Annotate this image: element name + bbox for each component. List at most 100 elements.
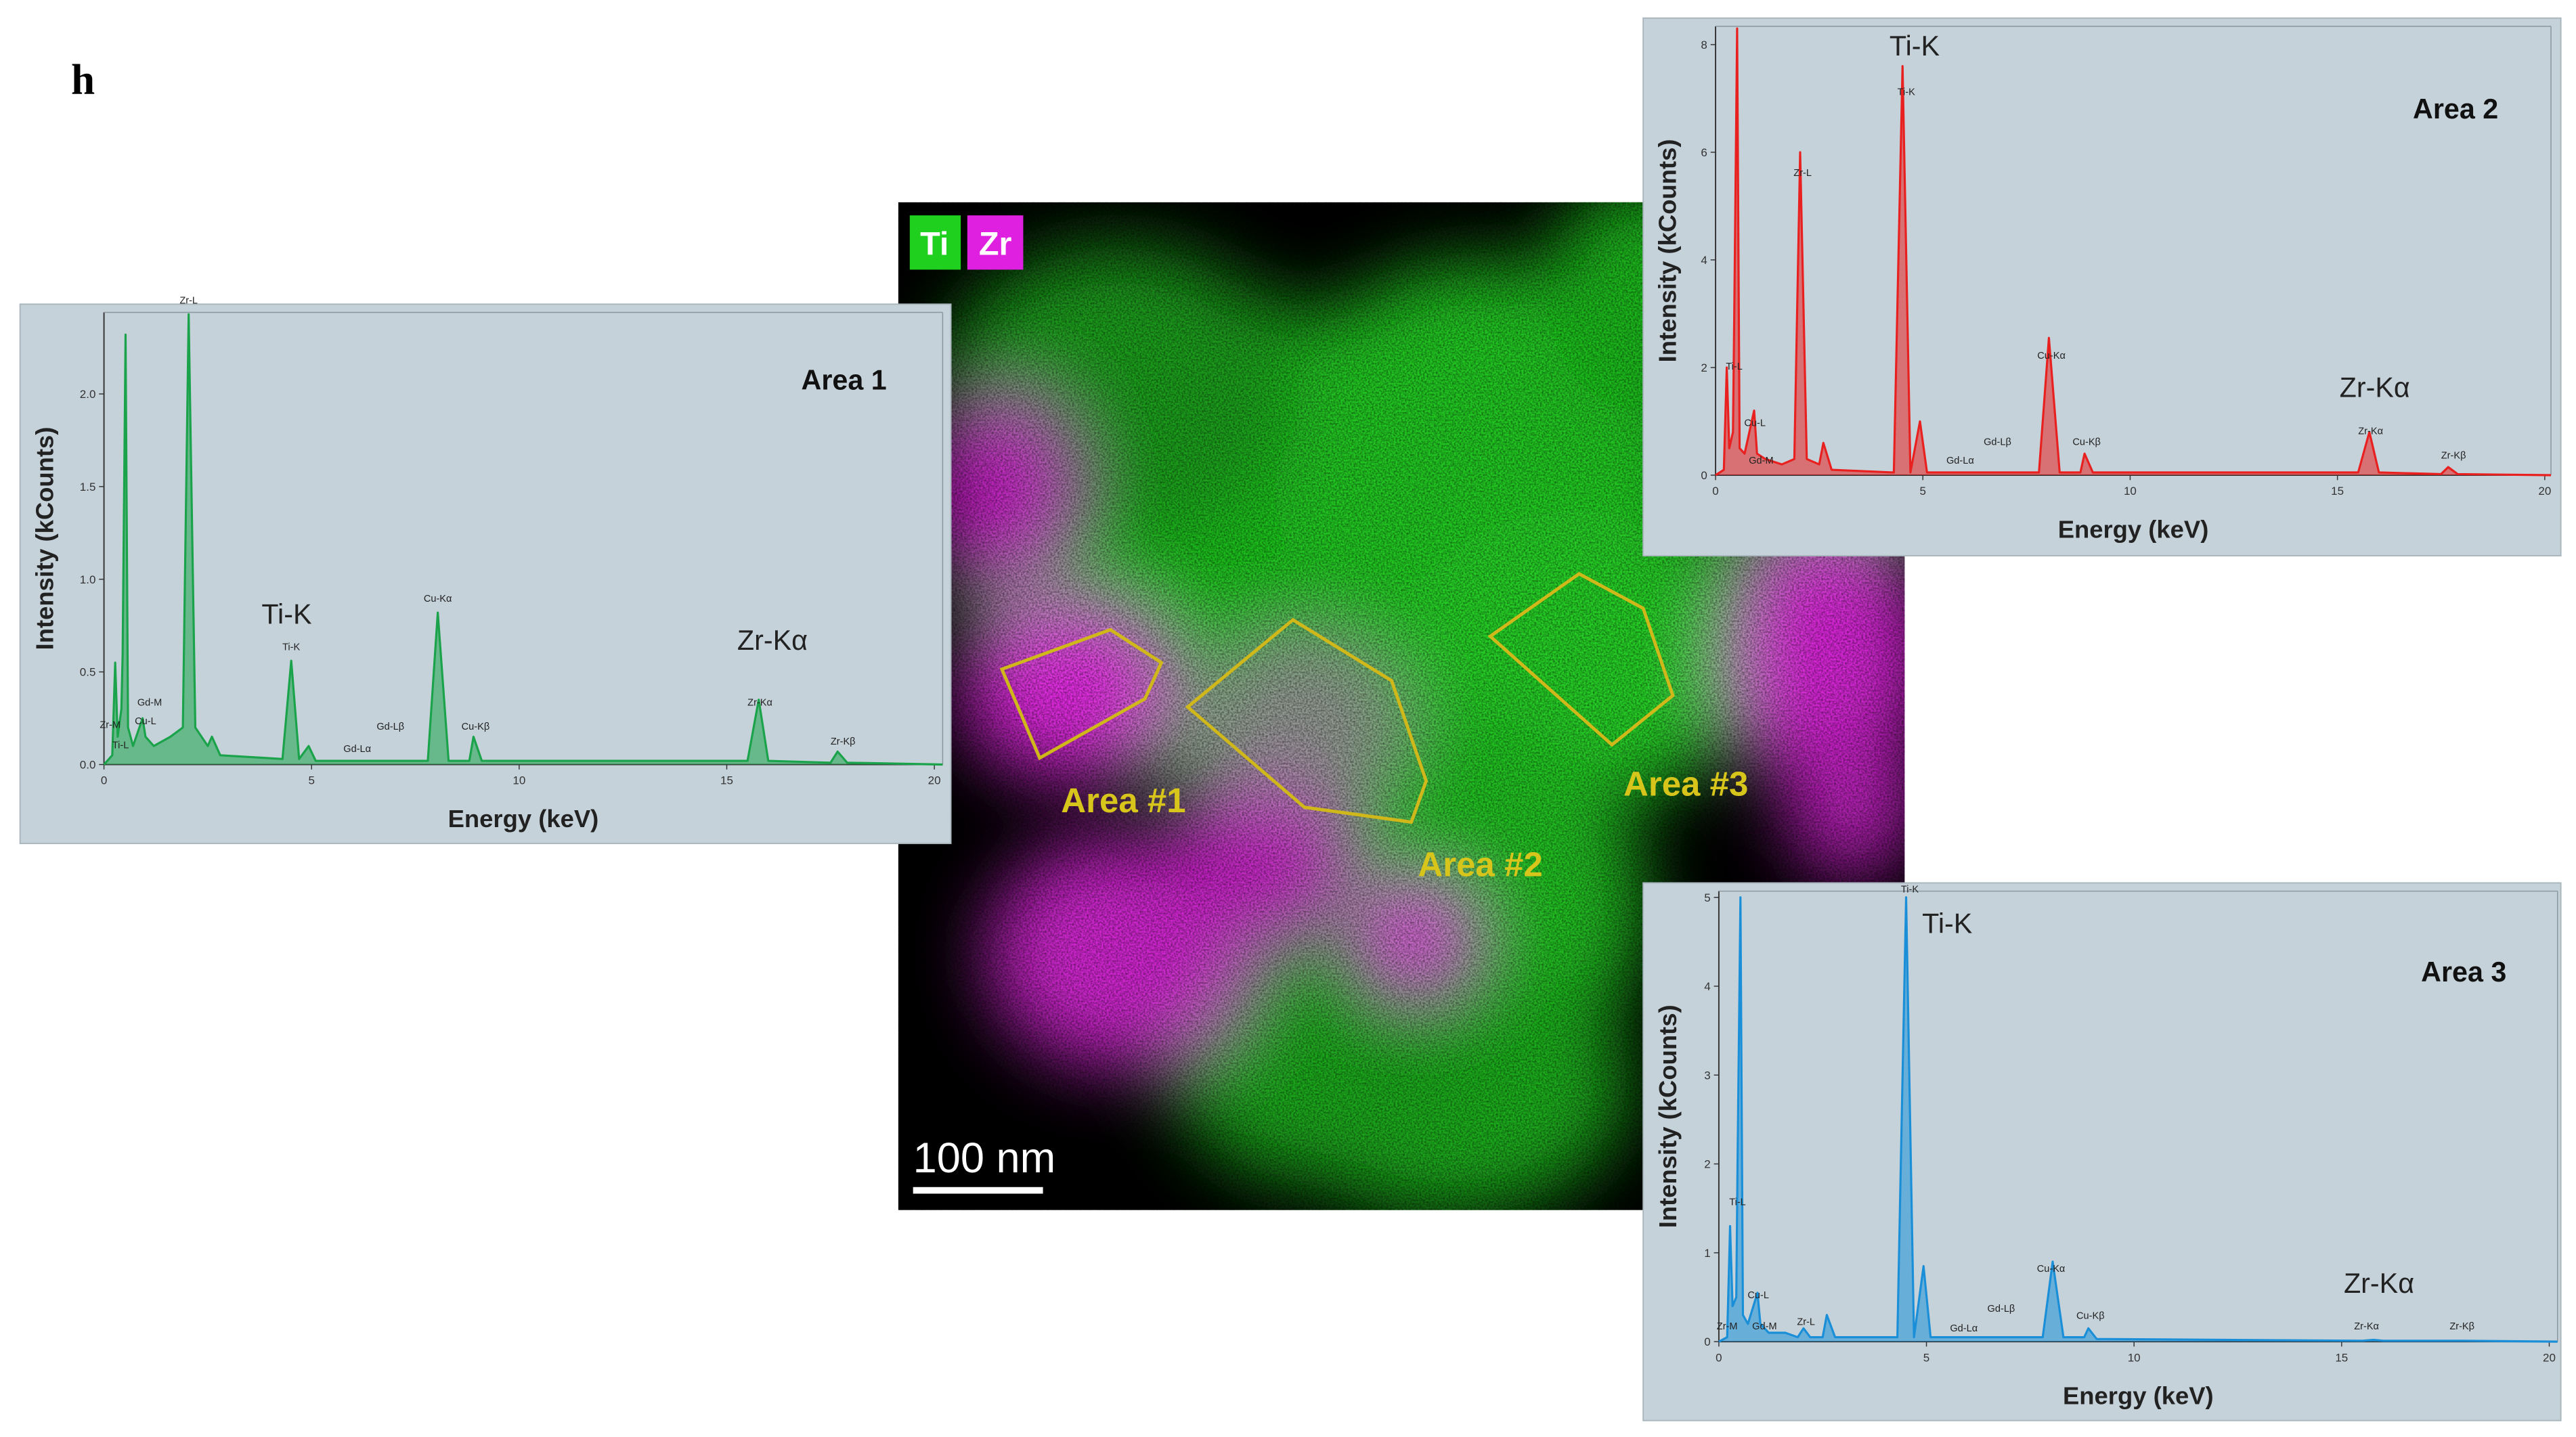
x-tick-label: 0: [1716, 1351, 1722, 1364]
peak-label: Ti-L: [1726, 361, 1743, 372]
peak-label: Cu-Kα: [424, 594, 452, 604]
x-axis-label: Energy (keV): [448, 805, 599, 833]
x-tick-label: 20: [2543, 1351, 2556, 1364]
x-tick-label: 5: [1923, 1351, 1929, 1364]
callout: Zr-Kα: [2340, 372, 2410, 403]
y-tick-label: 1.0: [80, 573, 96, 586]
y-tick-label: 2: [1701, 361, 1707, 374]
spectrum-line: [1715, 27, 2552, 477]
x-tick-label: 5: [1920, 485, 1926, 498]
chart-title: Area 1: [802, 365, 887, 396]
x-tick-label: 15: [2335, 1351, 2348, 1364]
spectrum-chart: 0.0 0.5 1.0 1.5 2.0 0 5 10 15 20 Zr-L Ti-K Cu-Kα Gd-L…: [19, 295, 952, 845]
region-label: Area #3: [1623, 765, 1748, 803]
peak-label: Cu-Kα: [2037, 1264, 2066, 1275]
scale-bar-label: 100 nm: [913, 1134, 1056, 1182]
peak-label: Gd-M: [1752, 1321, 1776, 1332]
peak-label: Cu-L: [1744, 418, 1766, 429]
peak-label: Cu-Kβ: [2072, 437, 2101, 447]
peak-label: Gd-M: [1749, 456, 1773, 466]
y-tick-label: 1.5: [80, 481, 96, 493]
spectrum-area: [104, 314, 943, 765]
peak-label: Gd-Lβ: [376, 722, 404, 732]
peak-label: Cu-Kβ: [462, 722, 490, 732]
y-tick-label: 5: [1704, 891, 1710, 904]
region-label: Area #2: [1418, 845, 1542, 884]
callout: Zr-Kα: [2344, 1268, 2414, 1299]
peak-label: Zr-Kβ: [2449, 1321, 2474, 1332]
peak-label: Gd-Lα: [343, 744, 371, 755]
callout: Zr-Kα: [737, 625, 808, 656]
x-tick-label: 15: [2331, 485, 2344, 498]
x-tick-label: 0: [101, 774, 107, 787]
y-axis-label: Intensity (kCounts): [1654, 139, 1682, 363]
y-tick-label: 0.5: [80, 666, 96, 679]
peak-label: Cu-L: [1747, 1290, 1769, 1301]
peak-label: Ti-K: [1901, 884, 1919, 895]
chart-panel: [1642, 882, 2562, 1421]
peak-label: Zr-M: [1717, 1321, 1738, 1332]
callout: Ti-K: [1922, 908, 1973, 939]
x-tick-label: 20: [928, 774, 941, 787]
x-axis-label: Energy (keV): [2063, 1381, 2214, 1409]
peak-label: Cu-Kα: [2037, 351, 2066, 361]
x-tick-label: 5: [308, 774, 314, 787]
y-tick-label: 0: [1701, 469, 1707, 482]
peak-label: Zr-L: [1793, 168, 1812, 179]
spectrum-line: [1718, 896, 2558, 1343]
spectrum-line: [103, 313, 943, 766]
peak-label: Ti-K: [1898, 87, 1915, 98]
y-axis-label: Intensity (kCounts): [30, 427, 58, 650]
spectrum-area: [1716, 28, 2552, 475]
peak-label: Cu-L: [135, 716, 156, 727]
peak-label: Gd-Lα: [1946, 456, 1974, 466]
peak-label: Gd-M: [137, 698, 162, 709]
y-tick-label: 1: [1704, 1247, 1710, 1260]
y-tick-label: 3: [1704, 1069, 1710, 1082]
peak-label: Ti-L: [1729, 1197, 1746, 1208]
peak-label: Zr-Kα: [2358, 426, 2383, 437]
x-tick-label: 20: [2538, 485, 2551, 498]
chart-title: Area 3: [2421, 956, 2506, 988]
peak-label: Ti-K: [282, 642, 300, 653]
peak-label: Zr-Kβ: [2441, 450, 2466, 461]
peak-label: Gd-Lβ: [1988, 1304, 2015, 1314]
x-tick-label: 10: [2124, 485, 2137, 498]
peak-label: Zr-Kβ: [831, 736, 856, 747]
y-tick-label: 4: [1704, 980, 1710, 993]
y-tick-label: 4: [1701, 254, 1707, 267]
chart-title: Area 2: [2413, 93, 2498, 125]
spectrum-chart: 0 2 4 6 8 0 5 10 15 20 Ti-K Zr-L Ti-L Cu-L Gd-M Cu-Kα Gd…: [1642, 17, 2562, 556]
peak-label: Zr-M: [100, 720, 121, 730]
peak-label: Ti-L: [112, 740, 129, 751]
peak-label: Gd-Lβ: [1984, 437, 2011, 447]
y-tick-label: 8: [1701, 39, 1707, 51]
peak-label: Zr-L: [179, 295, 198, 306]
legend-entry: Ti: [920, 226, 948, 263]
x-tick-label: 0: [1712, 485, 1718, 498]
callout: Ti-K: [1890, 30, 1940, 62]
x-tick-label: 10: [2128, 1351, 2141, 1364]
y-tick-label: 2.0: [80, 388, 96, 401]
peak-label: Zr-Kα: [2354, 1321, 2379, 1332]
peak-label: Zr-Kα: [747, 698, 772, 709]
legend-entry: Zr: [979, 226, 1012, 263]
peak-label: Cu-Kβ: [2076, 1310, 2105, 1321]
x-axis-label: Energy (keV): [2058, 515, 2209, 543]
x-tick-label: 15: [720, 774, 733, 787]
y-tick-label: 2: [1704, 1158, 1710, 1171]
callout: Ti-K: [261, 598, 312, 629]
panel-label: h: [71, 56, 95, 103]
y-tick-label: 0.0: [80, 759, 96, 772]
y-tick-label: 0: [1704, 1335, 1710, 1348]
y-tick-label: 6: [1701, 146, 1707, 159]
spectrum-chart: 0 1 2 3 4 5 0 5 10 15 20 Ti-K Ti-L Cu-L Gd-M Zr-M Zr-L Cu…: [1642, 882, 2562, 1421]
y-axis-label: Intensity (kCounts): [1654, 1004, 1682, 1228]
x-tick-label: 10: [512, 774, 525, 787]
region-label: Area #1: [1061, 781, 1185, 820]
peak-label: Gd-Lα: [1950, 1323, 1978, 1334]
peak-label: Zr-L: [1797, 1317, 1815, 1328]
